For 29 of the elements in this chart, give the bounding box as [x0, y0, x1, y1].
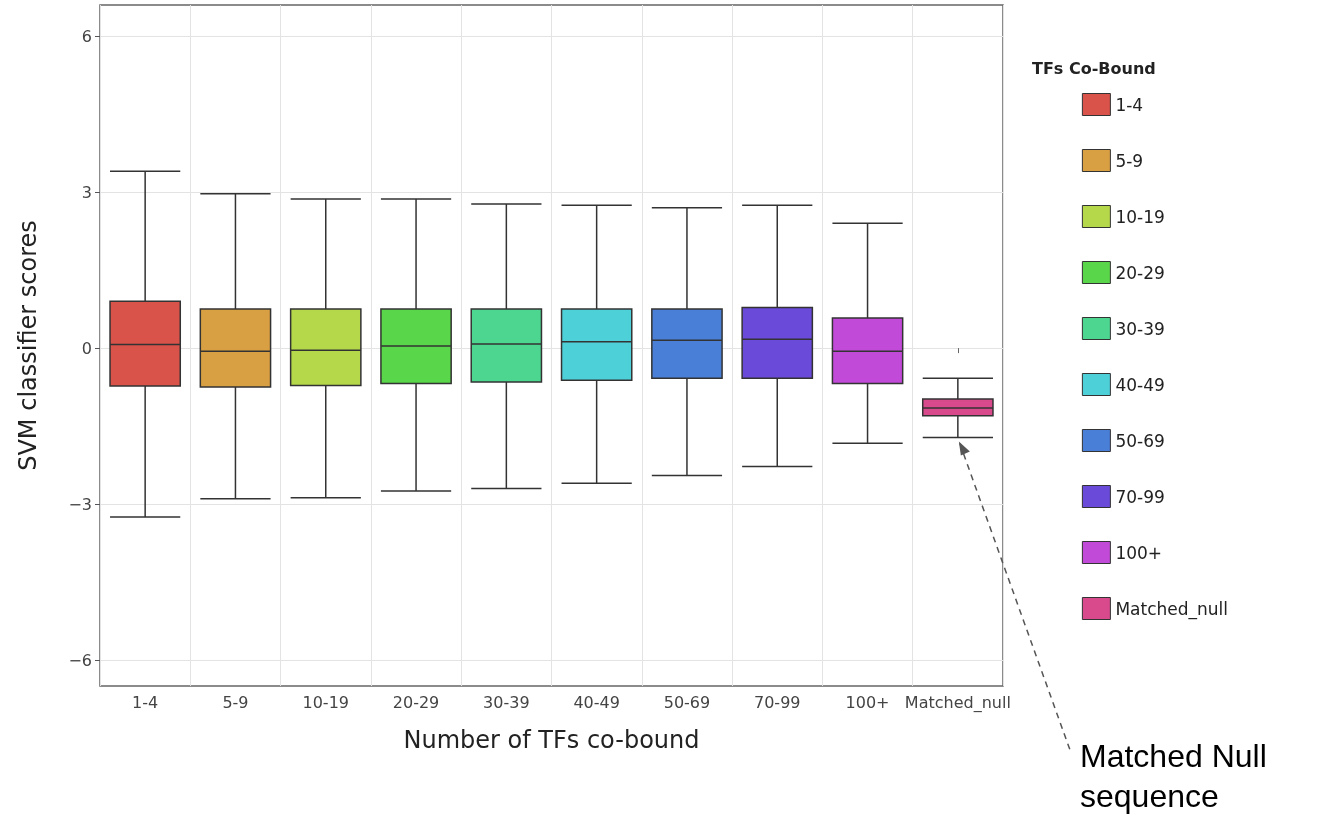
legend-label: 5-9 — [1115, 150, 1144, 171]
x-tick-label: 5-9 — [222, 692, 249, 712]
legend-label: 40-49 — [1115, 374, 1165, 395]
legend-title: TFs Co-Bound — [1032, 58, 1156, 78]
legend-label: 20-29 — [1115, 262, 1165, 283]
x-tick-label: 20-29 — [392, 692, 440, 712]
x-tick-label: 100+ — [845, 692, 890, 712]
y-axis-title: SVM classifier scores — [14, 220, 42, 471]
y-tick-label: 0 — [81, 338, 92, 358]
legend-label: 30-39 — [1115, 318, 1165, 339]
x-tick-label: 50-69 — [663, 692, 711, 712]
legend-label: 1-4 — [1115, 94, 1144, 115]
x-tick-label: 70-99 — [754, 692, 801, 712]
y-tick-label: −6 — [68, 650, 92, 670]
legend-label: Matched_null — [1115, 598, 1229, 620]
y-tick-label: 3 — [81, 182, 92, 202]
x-tick-label: 40-49 — [573, 692, 620, 712]
y-tick-label: 6 — [81, 26, 92, 46]
annotation: Matched Null sequence — [1080, 738, 1276, 814]
legend-label: 10-19 — [1115, 206, 1165, 227]
x-tick-label: 10-19 — [302, 692, 349, 712]
x-tick-label: Matched_null — [904, 692, 1011, 713]
x-tick-label: 30-39 — [483, 692, 530, 712]
y-tick-label: −3 — [68, 494, 92, 514]
x-tick-label: 1-4 — [132, 692, 159, 712]
x-axis-title: Number of TFs co-bound — [403, 726, 700, 754]
legend-label: 70-99 — [1115, 486, 1165, 507]
legend-label: 100+ — [1115, 542, 1163, 563]
legend-label: 50-69 — [1115, 430, 1165, 451]
